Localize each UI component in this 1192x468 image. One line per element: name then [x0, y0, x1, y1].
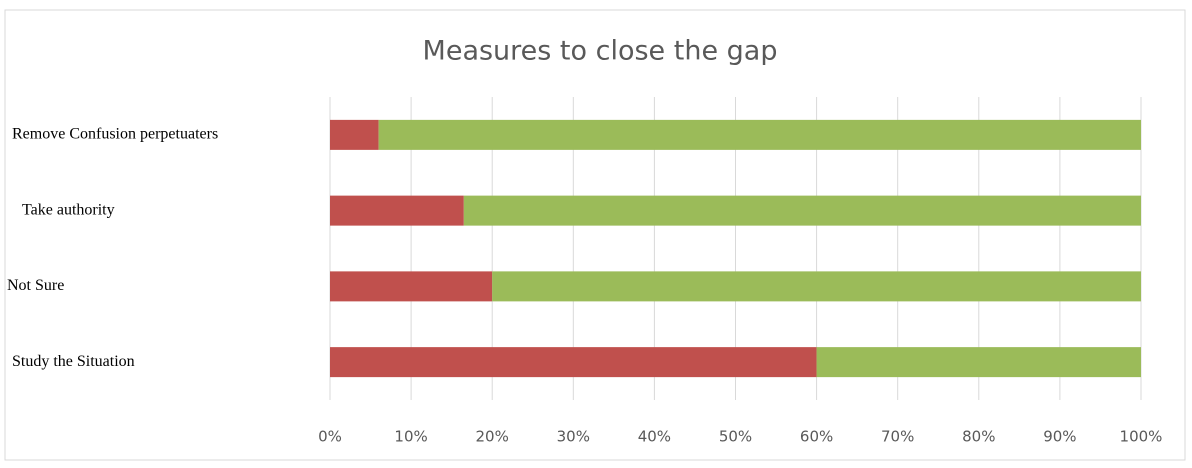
bar-segment	[330, 119, 379, 150]
x-tick-label: 30%	[557, 428, 590, 446]
x-tick-label: 80%	[962, 428, 995, 446]
x-tick-label: 50%	[719, 428, 752, 446]
bar-segment	[330, 271, 493, 302]
bar-segment	[378, 119, 1141, 150]
bar-segment	[816, 347, 1141, 378]
bar-segment	[330, 195, 464, 226]
x-tick-label: 0%	[318, 428, 342, 446]
y-tick-label: Take authority	[22, 201, 115, 218]
x-tick-label: 40%	[638, 428, 671, 446]
x-tick-label: 20%	[476, 428, 509, 446]
x-tick-label: 100%	[1120, 428, 1163, 446]
x-tick-label: 90%	[1043, 428, 1076, 446]
y-tick-label: Not Sure	[7, 277, 64, 294]
x-tick-label: 60%	[800, 428, 833, 446]
chart-border	[4, 9, 1186, 461]
y-tick-label: Study the Situation	[12, 353, 135, 370]
chart-title: Measures to close the gap	[423, 36, 778, 67]
bar-segment	[330, 347, 817, 378]
x-tick-label: 70%	[881, 428, 914, 446]
y-tick-label: Remove Confusion perpetuaters	[12, 126, 218, 143]
bar-segment	[492, 271, 1141, 302]
bar-segment	[463, 195, 1141, 226]
x-tick-label: 10%	[394, 428, 427, 446]
